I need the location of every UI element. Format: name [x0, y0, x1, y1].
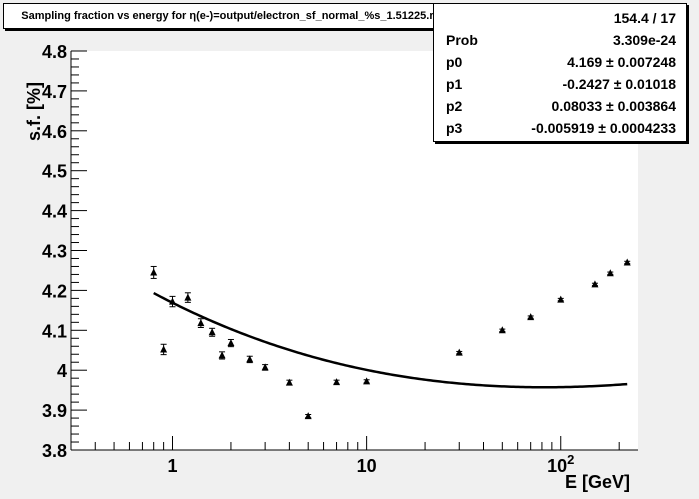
y-tick-label: 4.5	[42, 162, 67, 182]
triangle-marker	[160, 345, 168, 353]
x-tick-label: 10	[357, 456, 377, 476]
data-point	[333, 378, 341, 386]
chart-title: Sampling fraction vs energy for η(e-)=ou…	[3, 3, 469, 29]
x-axis-label: E [GeV]	[565, 472, 630, 492]
triangle-marker	[591, 280, 599, 288]
data-point	[498, 326, 506, 334]
data-point	[304, 412, 312, 420]
x-tick-label: 1	[167, 456, 177, 476]
triangle-marker	[304, 412, 312, 420]
data-point	[227, 338, 235, 348]
y-tick-label: 4.2	[42, 281, 67, 301]
fit-stats-box: 154.4 / 17 Prob 3.309e-24 p0 4.169 ± 0.0…	[433, 3, 687, 142]
triangle-marker	[606, 269, 614, 277]
stats-value: 3.309e-24	[612, 32, 676, 48]
data-point	[218, 351, 226, 360]
data-point	[285, 378, 293, 386]
data-point	[246, 355, 254, 364]
data-point	[527, 313, 535, 321]
stats-value: -0.005919 ± 0.0004233	[531, 120, 676, 136]
data-point	[169, 295, 177, 308]
triangle-marker	[184, 293, 192, 301]
stats-row: p2 0.08033 ± 0.003864	[434, 95, 686, 117]
y-tick-label: 4.1	[42, 321, 67, 341]
y-tick-label: 4.7	[42, 82, 67, 102]
triangle-marker	[150, 268, 158, 276]
data-point	[261, 363, 269, 371]
data-point	[606, 269, 614, 277]
triangle-marker	[197, 319, 205, 327]
triangle-marker	[623, 258, 631, 266]
data-point	[160, 343, 168, 356]
data-point	[455, 348, 463, 356]
triangle-marker	[285, 378, 293, 386]
triangle-marker	[363, 377, 371, 385]
stats-chi2-row: 154.4 / 17	[434, 7, 686, 29]
stats-row: Prob 3.309e-24	[434, 29, 686, 51]
stats-value: 4.169 ± 0.007248	[567, 54, 676, 70]
triangle-marker	[261, 363, 269, 371]
triangle-marker	[498, 326, 506, 334]
y-tick-label: 3.8	[42, 441, 67, 461]
stats-row: p0 4.169 ± 0.007248	[434, 51, 686, 73]
triangle-marker	[333, 378, 341, 386]
stats-row: p3 -0.005919 ± 0.0004233	[434, 117, 686, 139]
stats-label: p1	[446, 76, 463, 92]
y-tick-label: 4.3	[42, 242, 67, 262]
triangle-marker	[527, 313, 535, 321]
data-point	[184, 292, 192, 303]
data-point	[197, 318, 205, 329]
triangle-marker	[218, 351, 226, 359]
y-tick-label: 4.4	[42, 202, 67, 222]
y-tick-label: 4	[57, 361, 67, 381]
data-point	[623, 258, 631, 266]
y-axis-label: s.f. [%]	[24, 82, 44, 141]
stats-row: p1 -0.2427 ± 0.01018	[434, 73, 686, 95]
y-tick-label: 4.8	[42, 42, 67, 62]
triangle-marker	[455, 348, 463, 356]
triangle-marker	[208, 328, 216, 336]
data-point	[557, 295, 565, 303]
data-point	[150, 265, 158, 279]
data-point	[591, 280, 599, 288]
chart-title-text: Sampling fraction vs energy for η(e-)=ou…	[21, 10, 451, 22]
stats-value: 0.08033 ± 0.003864	[551, 98, 676, 114]
triangle-marker	[169, 297, 177, 305]
stats-label: p2	[446, 98, 463, 114]
data-point	[208, 327, 216, 337]
fit-curve	[153, 291, 628, 389]
y-tick-label: 4.6	[42, 122, 67, 142]
triangle-marker	[227, 339, 235, 347]
stats-label: Prob	[446, 32, 478, 48]
triangle-marker	[246, 355, 254, 363]
stats-label: p3	[446, 120, 463, 136]
y-tick-label: 3.9	[42, 401, 67, 421]
stats-label: p0	[446, 54, 463, 70]
stats-chi2-value: 154.4 / 17	[613, 10, 676, 26]
triangle-marker	[557, 295, 565, 303]
data-point	[363, 377, 371, 385]
stats-value: -0.2427 ± 0.01018	[562, 76, 676, 92]
